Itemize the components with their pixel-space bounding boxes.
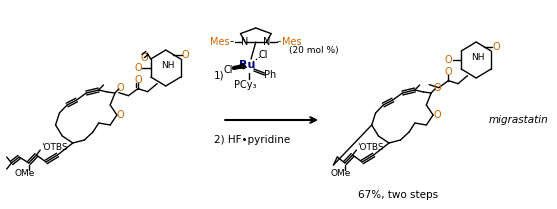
Text: Mes: Mes	[210, 37, 229, 47]
Text: O: O	[182, 50, 189, 60]
Text: O: O	[445, 55, 453, 65]
Text: Cl: Cl	[259, 50, 268, 60]
Text: O: O	[117, 110, 125, 120]
Text: O: O	[117, 83, 125, 93]
Text: Cl: Cl	[223, 65, 233, 75]
Text: O: O	[140, 53, 148, 63]
Text: PCy₃: PCy₃	[234, 80, 257, 90]
Text: O: O	[135, 63, 142, 73]
Text: 'OTBS: 'OTBS	[358, 143, 384, 152]
Text: migrastatin: migrastatin	[488, 115, 549, 125]
Text: Ph: Ph	[264, 70, 276, 80]
Text: OMe: OMe	[14, 168, 35, 177]
Text: O: O	[433, 110, 441, 120]
Text: O: O	[444, 67, 452, 77]
Text: Ru: Ru	[239, 60, 255, 70]
Text: Mes: Mes	[282, 37, 301, 47]
Text: O: O	[492, 42, 500, 51]
Text: –: –	[230, 37, 234, 46]
Text: 67%, two steps: 67%, two steps	[358, 190, 438, 200]
Text: 2) HF•pyridine: 2) HF•pyridine	[214, 135, 290, 145]
Text: 1): 1)	[214, 70, 224, 80]
Text: N: N	[263, 37, 270, 47]
Text: O: O	[433, 83, 441, 93]
Text: N: N	[241, 37, 249, 47]
Text: (20 mol %): (20 mol %)	[289, 46, 339, 55]
Text: –: –	[276, 37, 281, 46]
Text: NH: NH	[471, 52, 485, 61]
Text: 'OTBS: 'OTBS	[41, 143, 68, 152]
Text: OMe: OMe	[331, 168, 351, 177]
Text: NH: NH	[161, 60, 174, 70]
Text: O: O	[134, 75, 142, 85]
